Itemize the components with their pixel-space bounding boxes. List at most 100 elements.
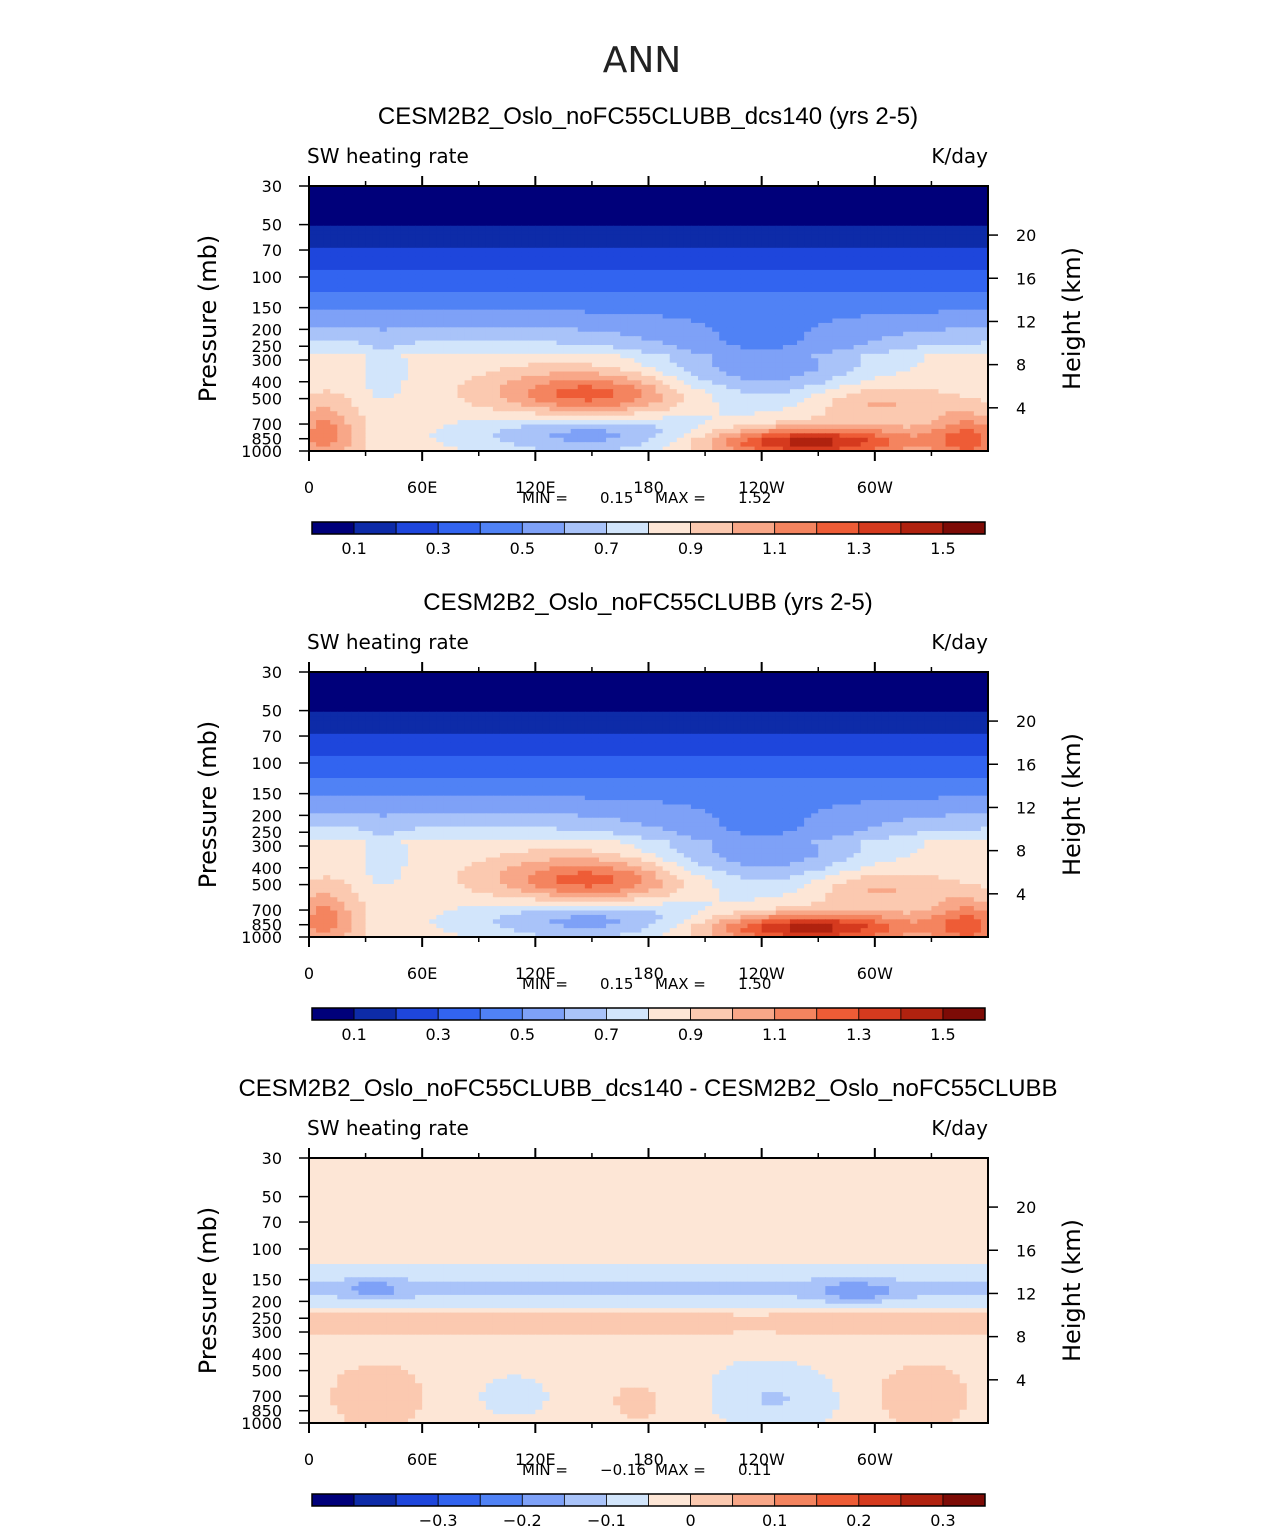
contour-cell [655, 256, 664, 262]
contour-cell [655, 212, 664, 218]
contour-cell [627, 327, 635, 333]
contour-cell [422, 305, 430, 311]
contour-cell [698, 367, 706, 373]
contour-cell [924, 287, 933, 293]
contour-cell [358, 389, 367, 395]
contour-cell [606, 327, 614, 333]
contour-cell [775, 203, 784, 209]
contour-cell [613, 234, 621, 240]
contour-cell [797, 384, 805, 390]
contour-cell [393, 393, 402, 399]
contour-cell [924, 362, 933, 368]
contour-cell [549, 247, 558, 253]
contour-cell [542, 296, 551, 302]
contour-cell [606, 375, 614, 381]
contour-cell [499, 398, 508, 404]
contour-cell [811, 318, 819, 324]
contour-cell [818, 367, 826, 373]
contour-cell [351, 190, 360, 196]
contour-cell [853, 358, 862, 364]
contour-cell [535, 234, 543, 240]
contour-cell [535, 322, 543, 328]
contour-cell [521, 203, 529, 209]
contour-cell [825, 398, 833, 404]
contour-cell [415, 194, 423, 200]
contour-cell [549, 367, 558, 373]
contour-cell [379, 234, 388, 240]
contour-cell [450, 203, 459, 209]
contour-cell [860, 274, 869, 280]
contour-cell [464, 230, 473, 236]
contour-cell [485, 296, 494, 302]
contour-cell [337, 300, 345, 306]
contour-cell [683, 358, 692, 364]
contour-cell [478, 398, 487, 404]
contour-cell [747, 406, 756, 412]
contour-cell [464, 208, 473, 214]
contour-cell [627, 314, 635, 320]
contour-cell [980, 380, 989, 386]
contour-cell [959, 398, 968, 404]
contour-cell [507, 314, 515, 320]
contour-cell [811, 411, 819, 417]
contour-cell [797, 305, 805, 311]
contour-cell [386, 269, 395, 275]
contour-cell [337, 305, 345, 311]
contour-cell [386, 216, 395, 222]
contour-cell [344, 384, 353, 390]
contour-cell [570, 305, 579, 311]
contour-cell [556, 402, 565, 408]
contour-cell [330, 252, 338, 258]
contour-cell [648, 199, 657, 205]
contour-cell [761, 194, 770, 200]
contour-cell [492, 406, 501, 412]
contour-cell [358, 199, 367, 205]
contour-cell [606, 283, 614, 289]
contour-cell [705, 269, 713, 275]
contour-cell [549, 186, 558, 192]
contour-cell [542, 190, 551, 196]
contour-cell [712, 283, 720, 289]
contour-cell [344, 234, 353, 240]
contour-cell [309, 402, 317, 408]
contour-cell [853, 296, 862, 302]
contour-cell [577, 300, 586, 306]
contour-cell [549, 398, 558, 404]
contour-cell [910, 296, 918, 302]
contour-cell [910, 402, 918, 408]
contour-cell [443, 358, 452, 364]
contour-cell [514, 247, 522, 253]
contour-cell [358, 230, 367, 236]
contour-cell [507, 296, 515, 302]
contour-cell [478, 331, 487, 337]
contour-cell [485, 331, 494, 337]
contour-cell [606, 380, 614, 386]
contour-cell [648, 362, 657, 368]
contour-cell [436, 212, 444, 218]
contour-cell [698, 327, 706, 333]
contour-cell [563, 314, 572, 320]
contour-cell [896, 340, 904, 346]
contour-cell [690, 274, 699, 280]
contour-cell [712, 216, 720, 222]
contour-cell [662, 199, 671, 205]
contour-cell [436, 300, 444, 306]
contour-cell [754, 314, 763, 320]
contour-cell [804, 331, 812, 337]
contour-cell [429, 389, 437, 395]
contour-cell [316, 265, 324, 271]
contour-cell [542, 274, 551, 280]
contour-cell [754, 327, 763, 333]
contour-cell [910, 322, 918, 328]
contour-cell [938, 300, 947, 306]
contour-cell [874, 265, 883, 271]
contour-cell [698, 393, 706, 399]
contour-cell [698, 402, 706, 408]
contour-cell [499, 221, 508, 227]
contour-cell [528, 327, 536, 333]
contour-cell [832, 283, 841, 289]
contour-cell [804, 349, 812, 355]
contour-cell [521, 300, 529, 306]
contour-cell [719, 261, 727, 267]
contour-cell [768, 398, 777, 404]
